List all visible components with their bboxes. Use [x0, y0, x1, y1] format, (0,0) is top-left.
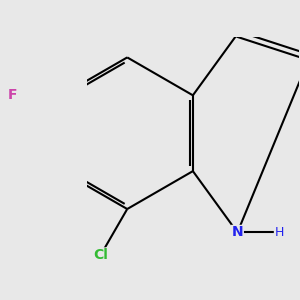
Text: N: N: [232, 225, 243, 239]
Text: Cl: Cl: [93, 248, 108, 262]
Text: H: H: [274, 226, 284, 239]
Text: F: F: [8, 88, 17, 102]
